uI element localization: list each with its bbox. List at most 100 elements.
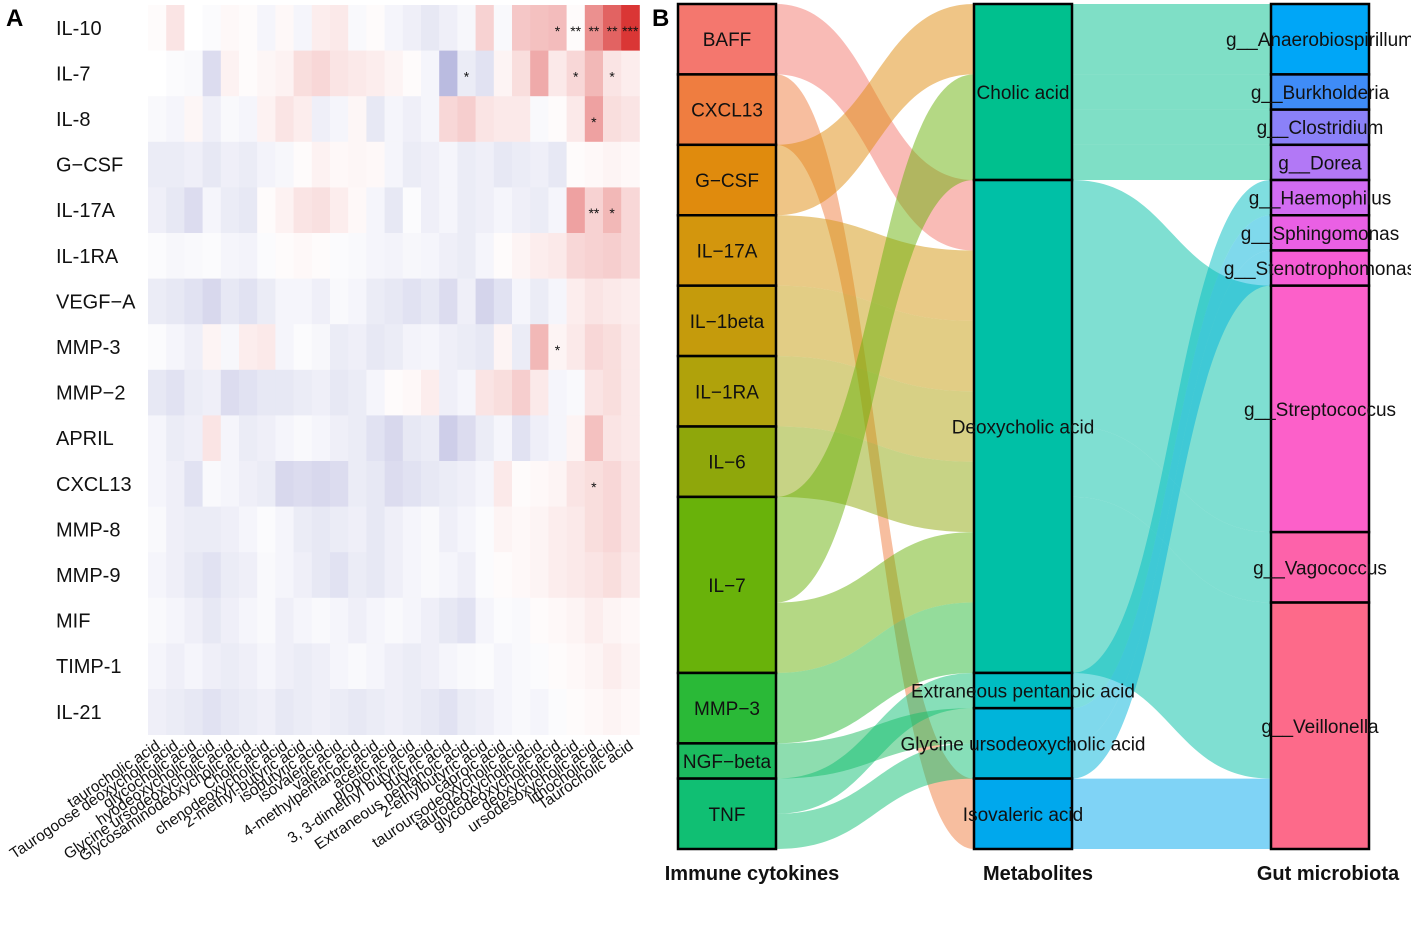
heatmap-cell: [603, 597, 622, 644]
heatmap-cell: [275, 50, 294, 97]
sankey-node: [676, 354, 778, 428]
heatmap-cell: [530, 96, 549, 143]
heatmap-cell: [330, 461, 349, 507]
heatmap-cell: [621, 597, 640, 644]
heatmap-cell: [475, 187, 495, 234]
node-label: G−CSF: [695, 171, 759, 192]
node-label: Cholic acid: [977, 83, 1070, 104]
heatmap-cell: [239, 233, 258, 279]
sankey-node: [972, 777, 1074, 851]
heatmap-cell: [584, 324, 604, 371]
node-label: IL−1beta: [690, 312, 765, 333]
heatmap-cell: [348, 506, 367, 553]
heatmap-cell: [548, 552, 567, 599]
heatmap-cell: [384, 50, 404, 97]
heatmap-cell: [166, 415, 185, 462]
heatmap-cell: [584, 187, 604, 234]
heatmap-cell: [184, 233, 203, 279]
heatmap-cell: [202, 415, 222, 462]
sankey-node: [676, 777, 778, 851]
heatmap-cell: [330, 96, 349, 143]
heatmap-cell: [512, 643, 531, 690]
row-label: MMP-3: [56, 337, 120, 359]
heatmap-cell: [621, 643, 640, 690]
heatmap-cell: [220, 187, 240, 234]
heatmap-cell: [348, 643, 367, 690]
heatmap-cell: [166, 278, 185, 325]
heatmap-cell: [621, 552, 640, 599]
heatmap-cell: [166, 461, 185, 507]
heatmap-cell: [584, 50, 604, 97]
node-label: Isovaleric acid: [963, 805, 1083, 826]
heatmap-cell: [439, 96, 458, 143]
row-label: IL-7: [56, 63, 90, 85]
heatmap-cell: [184, 597, 203, 644]
heatmap-cell: [184, 324, 203, 371]
heatmap-cell: [402, 597, 422, 644]
heatmap-cell: [548, 96, 567, 143]
sankey-node: [1269, 108, 1371, 147]
heatmap-cell: [512, 5, 531, 51]
heatmap-cell: [366, 50, 385, 97]
node-label: g__Dorea: [1278, 153, 1362, 174]
heatmap-cell: [184, 5, 203, 51]
heatmap-cell: [275, 597, 294, 644]
heatmap-cell: [366, 689, 385, 735]
node-label: g__Clostridium: [1257, 118, 1384, 139]
heatmap-cell: [220, 461, 240, 507]
heatmap-cell: [148, 506, 167, 553]
node-label: NGF−beta: [683, 752, 772, 773]
heatmap-cell: [166, 689, 185, 735]
heatmap-cell: [330, 643, 349, 690]
heatmap-cell: [202, 278, 222, 325]
heatmap-cell: [584, 506, 604, 553]
heatmap-cell: [457, 369, 476, 416]
heatmap-cell: [275, 187, 294, 234]
heatmap-cell: [366, 369, 385, 416]
heatmap-cell: [275, 689, 294, 735]
heatmap-cell: [220, 597, 240, 644]
heatmap-cell: [493, 50, 513, 97]
heatmap-cell: [584, 278, 604, 325]
heatmap-cell: [421, 278, 440, 325]
heatmap-cell: [184, 506, 203, 553]
heatmap-cell: [566, 187, 586, 234]
heatmap-cell: [330, 50, 349, 97]
heatmap-cell: [384, 461, 404, 507]
heatmap-cell: [166, 552, 185, 599]
heatmap-cell: [239, 141, 258, 188]
heatmap-cell: [384, 552, 404, 599]
heatmap-cell: [330, 369, 349, 416]
heatmap-cell: [402, 278, 422, 325]
heatmap-cell: [202, 461, 222, 507]
heatmap-cell: [366, 461, 385, 507]
sankey-node: [1269, 214, 1371, 252]
heatmap-cell: [475, 461, 495, 507]
sankey-link: [1072, 4, 1271, 75]
heatmap-cell: [293, 50, 313, 97]
heatmap-cell: [239, 643, 258, 690]
sankey-node: [676, 425, 778, 499]
heatmap-cell: [530, 369, 549, 416]
heatmap-cell: [402, 415, 422, 462]
heatmap-cell: [366, 187, 385, 234]
heatmap-cell: [402, 5, 422, 51]
heatmap-cell: [566, 461, 586, 507]
heatmap-cell: [330, 689, 349, 735]
heatmap-cell: [457, 278, 476, 325]
heatmap-cell: [239, 689, 258, 735]
heatmap-cell: [457, 597, 476, 644]
heatmap-cell: [148, 233, 167, 279]
heatmap-cell: [584, 461, 604, 507]
significance-mark: **: [588, 23, 599, 39]
heatmap-cell: [512, 233, 531, 279]
significance-mark: **: [588, 205, 599, 221]
significance-mark: *: [591, 479, 597, 495]
row-label: VEGF−A: [56, 291, 136, 313]
heatmap-cell: [512, 187, 531, 234]
heatmap-cell: [311, 597, 331, 644]
heatmap-cell: [439, 5, 458, 51]
heatmap-cell: [566, 552, 586, 599]
heatmap-cell: [384, 643, 404, 690]
